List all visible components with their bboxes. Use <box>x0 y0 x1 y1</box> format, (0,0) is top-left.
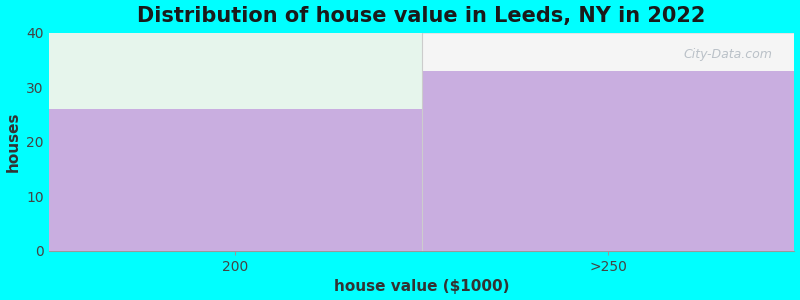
X-axis label: house value ($1000): house value ($1000) <box>334 279 510 294</box>
Bar <box>49 33 422 109</box>
Y-axis label: houses: houses <box>6 112 21 172</box>
Bar <box>49 109 422 251</box>
Text: City-Data.com: City-Data.com <box>683 48 772 61</box>
Title: Distribution of house value in Leeds, NY in 2022: Distribution of house value in Leeds, NY… <box>138 6 706 26</box>
Bar <box>422 71 794 251</box>
